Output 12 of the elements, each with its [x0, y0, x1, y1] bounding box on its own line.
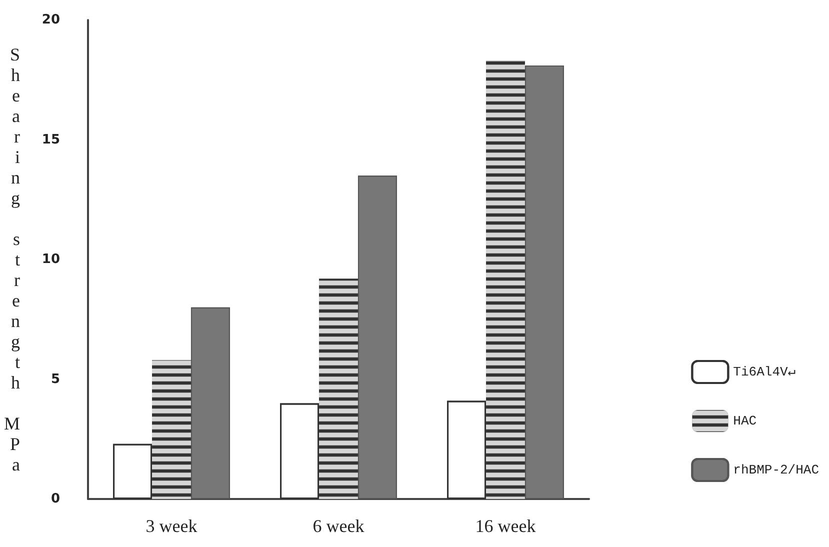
text: Shearing strength MPa	[4, 44, 20, 474]
y-tick-label: 0	[50, 492, 60, 506]
y-tick-label: 5	[50, 372, 60, 387]
x-tick-label: 16 week	[475, 516, 536, 536]
y-tick-label: 10	[42, 252, 60, 267]
legend-label: rhBMP-2/HAC	[733, 462, 820, 478]
legend-label: HAC	[733, 414, 757, 428]
x-tick-label: 6 week	[312, 516, 364, 536]
x-tick-label: 3 week	[146, 516, 198, 536]
legend-label: Ti6Al4V↵	[733, 364, 796, 380]
y-tick-label: 15	[42, 132, 60, 148]
y-tick-label: 20	[42, 12, 60, 28]
